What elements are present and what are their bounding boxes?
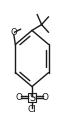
Bar [28, 93, 36, 102]
Text: O: O [15, 93, 22, 102]
Text: O: O [42, 93, 49, 102]
Text: S: S [29, 93, 35, 103]
Text: O: O [10, 28, 17, 37]
Text: Cl: Cl [28, 106, 36, 114]
